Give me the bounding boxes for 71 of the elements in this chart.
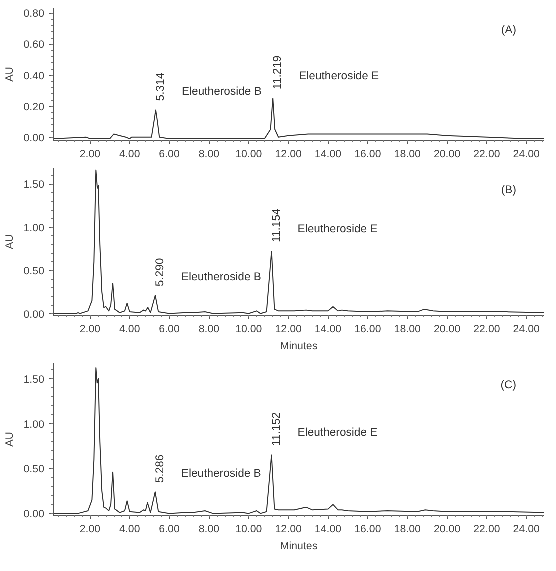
y-tick-label: 1.00 (24, 222, 45, 234)
x-tick-label: 2.00 (80, 324, 101, 336)
line-series (54, 170, 544, 314)
x-tick-label: 18.00 (394, 324, 422, 336)
annotation: (B) (501, 184, 517, 196)
annotation: Eleutheroside B (181, 468, 262, 480)
line-series (54, 367, 544, 514)
y-axis-title: AU (4, 234, 16, 250)
annotation: 5.290 (154, 258, 166, 287)
annotation: 11.154 (270, 208, 283, 243)
x-tick-label: 10.00 (236, 324, 262, 336)
x-tick-label: 6.00 (159, 324, 180, 336)
x-tick-label: 8.00 (198, 524, 220, 536)
x-tick-label: 4.00 (120, 324, 140, 336)
y-axis-title: AU (4, 67, 16, 82)
x-tick-label: 24.00 (513, 324, 540, 336)
x-tick-label: 20.00 (434, 524, 461, 536)
x-tick-label: 4.00 (120, 148, 140, 160)
y-tick-label: 0.50 (24, 464, 45, 476)
annotation: 5.314 (154, 72, 167, 102)
y-tick-label: 1.00 (24, 418, 45, 431)
x-tick-label: 4.00 (120, 524, 140, 536)
y-tick-label: 0.80 (24, 8, 45, 20)
x-tick-label: 12.00 (275, 148, 302, 160)
y-tick-label: 0.00 (24, 508, 45, 521)
x-tick-label: 14.00 (314, 524, 342, 536)
x-axis-title: Minutes (280, 540, 318, 552)
annotation: Eleutheroside E (298, 224, 378, 236)
x-tick-label: 10.00 (236, 148, 262, 160)
y-tick-label: 0.00 (24, 308, 45, 321)
x-tick-label: 20.00 (434, 324, 461, 336)
x-tick-label: 2.00 (80, 524, 101, 536)
x-tick-label: 12.00 (275, 524, 302, 536)
x-tick-label: 16.00 (354, 524, 382, 536)
y-axis-title: AU (4, 432, 16, 447)
x-tick-label: 18.00 (394, 148, 422, 160)
x-tick-label: 16.00 (354, 324, 382, 336)
x-tick-label: 10.00 (236, 524, 262, 536)
annotation: 5.286 (154, 454, 166, 484)
x-tick-label: 24.00 (513, 524, 540, 536)
x-tick-label: 16.00 (354, 148, 382, 160)
x-tick-label: 14.00 (314, 148, 342, 160)
x-tick-label: 20.00 (434, 148, 461, 160)
annotation: (C) (500, 380, 517, 392)
x-tick-label: 18.00 (394, 524, 422, 536)
annotation: (A) (501, 24, 517, 36)
annotation: 11.219 (272, 56, 284, 90)
x-tick-label: 8.00 (198, 148, 220, 160)
y-tick-label: 1.50 (24, 179, 45, 192)
annotation: 11.152 (270, 412, 283, 446)
x-tick-label: 22.00 (474, 324, 500, 336)
y-tick-label: 0.20 (24, 101, 45, 114)
x-tick-label: 8.00 (198, 324, 220, 336)
x-tick-label: 14.00 (314, 324, 342, 336)
y-tick-label: 0.50 (24, 266, 45, 278)
x-tick-label: 6.00 (159, 148, 180, 160)
x-tick-label: 12.00 (275, 324, 302, 336)
x-tick-label: 24.00 (513, 148, 540, 160)
y-tick-label: 1.50 (24, 374, 45, 386)
annotation: Eleutheroside E (299, 70, 380, 83)
x-tick-label: 6.00 (159, 524, 180, 536)
x-tick-label: 22.00 (474, 524, 500, 536)
y-tick-label: 0.00 (24, 132, 45, 144)
y-tick-label: 0.60 (24, 39, 45, 52)
x-tick-label: 2.00 (80, 148, 101, 160)
annotation: Eleutheroside E (298, 427, 378, 440)
y-tick-label: 0.40 (24, 70, 45, 82)
annotation: Eleutheroside B (182, 86, 262, 98)
annotation: Eleutheroside B (181, 272, 262, 284)
x-tick-label: 22.00 (474, 148, 500, 160)
x-axis-title: Minutes (280, 340, 318, 352)
